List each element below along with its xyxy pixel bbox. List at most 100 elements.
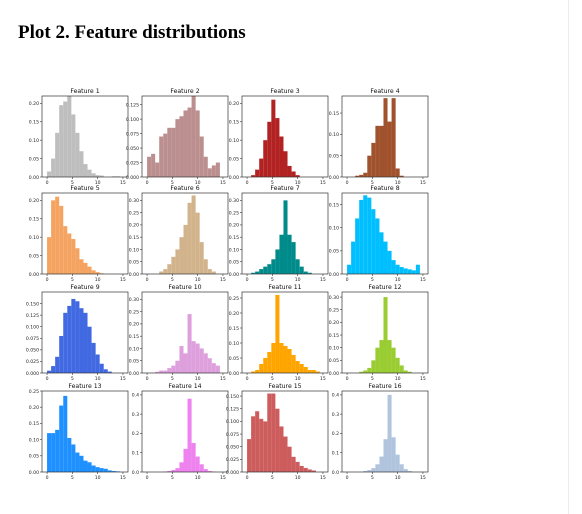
histogram-bar	[279, 343, 284, 373]
histogram-bar	[51, 433, 56, 472]
y-tick-label: 0.150	[226, 394, 239, 400]
histogram-bar	[159, 271, 164, 274]
histogram-bar	[187, 202, 192, 274]
histogram-bar	[403, 268, 408, 274]
histogram-bar	[59, 335, 64, 373]
y-tick-label: 0.00	[129, 272, 139, 278]
x-tick-label: 15	[120, 180, 126, 186]
histogram-bar	[299, 364, 304, 373]
histogram-bar	[287, 446, 292, 472]
histogram-feature-5: 0.00 0.05 0.10 0.15 0.20 0 5 10 15 Feature 5	[29, 185, 129, 283]
histogram-bar	[275, 295, 280, 373]
histogram-bar	[95, 354, 100, 373]
y-tick-label: 0.25	[129, 309, 139, 315]
y-tick-label: 0.00	[29, 175, 39, 181]
histogram-feature-4: 0.00 0.05 0.10 0.15 0 5 10 15 Feature 4	[329, 88, 429, 186]
y-tick-label: 0.20	[329, 320, 339, 326]
histogram-feature-12: 0.00 0.05 0.10 0.15 0.20 0.25 0.30 0 5 10 15 Featur…	[329, 284, 429, 382]
histogram-feature-2: 0.000 0.025 0.050 0.075 0.100 0.125 0 5 10 15 Feat…	[126, 88, 229, 186]
histogram-bar	[75, 452, 80, 472]
y-tick-label: 0.15	[229, 120, 239, 126]
y-tick-label: 0.1	[132, 451, 139, 457]
histogram-bar	[267, 264, 272, 274]
histogram-bar	[51, 366, 56, 373]
x-tick-label: 15	[420, 180, 426, 186]
x-tick-label: 0	[46, 277, 49, 283]
y-tick-label: 0.25	[229, 210, 239, 216]
histogram-bar	[251, 272, 256, 274]
histogram-bar	[67, 233, 72, 274]
histogram-feature-10: 0.00 0.05 0.10 0.15 0.20 0.25 0.30 0 5 10 15 Featur…	[129, 284, 229, 382]
y-tick-label: 0.10	[229, 341, 239, 347]
histogram-bar	[407, 269, 412, 274]
histogram-bar	[171, 127, 176, 177]
histogram-bar	[291, 171, 296, 177]
x-tick-label: 15	[120, 277, 126, 283]
histogram-bar	[399, 175, 404, 177]
histogram-bar	[371, 142, 376, 177]
x-tick-label: 5	[171, 180, 174, 186]
histogram-bar	[59, 405, 64, 472]
histogram-bar	[63, 395, 68, 472]
histogram-bar	[259, 418, 264, 472]
x-tick-label: 0	[346, 180, 349, 186]
y-tick-label: 0.3	[132, 412, 139, 418]
histogram-bar	[179, 116, 184, 177]
histogram-bar	[283, 436, 288, 472]
histogram-bar	[303, 271, 308, 274]
histogram-bar	[163, 269, 168, 274]
histogram-bar	[167, 264, 172, 274]
histogram-bar	[87, 326, 92, 373]
histogram-bar	[399, 267, 404, 274]
x-tick-label: 10	[95, 475, 101, 481]
y-tick-label: 0.15	[229, 326, 239, 332]
histogram-bar	[263, 358, 268, 373]
histogram-bar	[107, 371, 112, 373]
histogram-bar	[263, 266, 268, 274]
histogram-bar	[195, 343, 200, 373]
x-tick-label: 15	[220, 180, 226, 186]
x-tick-label: 10	[195, 475, 201, 481]
y-tick-label: 0.050	[26, 348, 39, 354]
histogram-bar	[95, 175, 100, 177]
axes-frame	[241, 390, 329, 473]
histogram-bar	[111, 176, 116, 177]
y-tick-label: 0.075	[26, 336, 39, 342]
histogram-bar	[191, 195, 196, 274]
subplot-title: Feature 12	[368, 284, 401, 291]
histogram-bar	[287, 349, 292, 373]
x-tick-label: 15	[420, 475, 426, 481]
histogram-bar	[383, 98, 388, 177]
histogram-bar	[175, 360, 180, 373]
histogram-bar	[387, 250, 392, 274]
histogram-bar	[303, 467, 308, 472]
x-tick-label: 0	[146, 475, 149, 481]
x-tick-label: 5	[171, 277, 174, 283]
histogram-bar	[183, 353, 188, 373]
x-tick-label: 15	[320, 180, 326, 186]
histogram-bar	[271, 259, 276, 274]
histogram-bar	[79, 259, 84, 274]
histogram-bar	[283, 200, 288, 274]
y-tick-label: 0.000	[126, 175, 139, 181]
histogram-bar	[111, 471, 116, 472]
subplot-title: Feature 2	[170, 88, 199, 95]
histogram-bar	[195, 110, 200, 177]
histogram-bar	[375, 125, 380, 177]
histogram-bar	[71, 114, 76, 177]
y-tick-label: 0.4	[332, 393, 339, 399]
histogram-bar	[183, 224, 188, 274]
subplot-title: Feature 13	[68, 383, 101, 390]
x-tick-label: 5	[371, 180, 374, 186]
y-tick-label: 0.2	[332, 431, 339, 437]
histogram-feature-7: 0.00 0.05 0.10 0.15 0.20 0.25 0.30 0 5 10 15 Featur…	[229, 185, 329, 283]
histogram-bar	[163, 370, 168, 373]
y-tick-label: 0.050	[126, 146, 139, 152]
y-tick-label: 0.15	[29, 421, 39, 427]
histogram-bar	[203, 156, 208, 177]
axes-frame	[341, 95, 429, 178]
histogram-bar	[359, 199, 364, 274]
histogram-bar	[115, 176, 120, 177]
y-tick-label: 0.00	[129, 371, 139, 377]
histogram-bar	[379, 456, 384, 472]
